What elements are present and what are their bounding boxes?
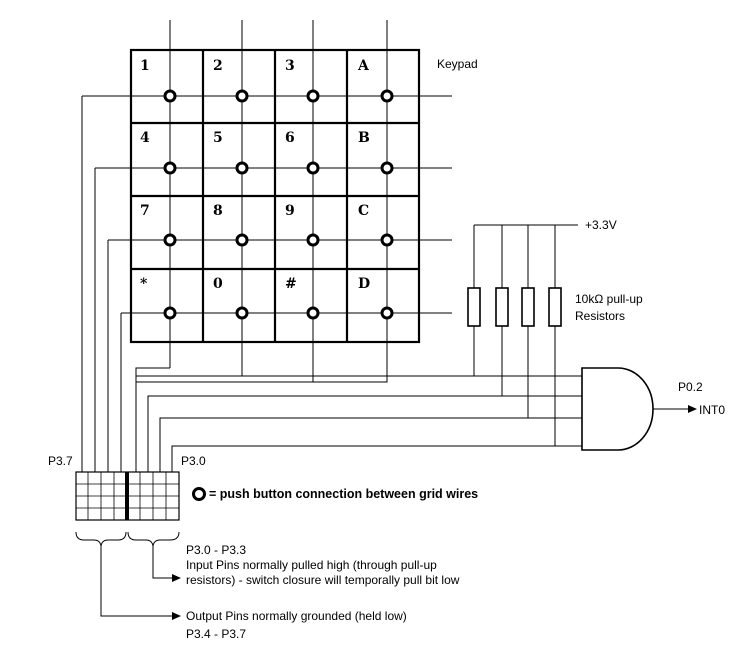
push-button-junction bbox=[306, 89, 320, 103]
key-labels: 1 2 3 A 4 5 6 B 7 8 9 C * 0 # D bbox=[140, 58, 370, 292]
arrow-right-icon bbox=[172, 574, 181, 582]
push-button-junction bbox=[163, 233, 177, 247]
resistor-label-line2: Resistors bbox=[575, 309, 625, 323]
input-pins-note-line1: Input Pins normally pulled high (through… bbox=[186, 558, 437, 572]
push-button-junction bbox=[306, 306, 320, 320]
push-button-junction bbox=[306, 161, 320, 175]
push-button-junction bbox=[235, 233, 249, 247]
resistor-label-line1: 10kΩ pull-up bbox=[575, 292, 643, 306]
output-pins-range: P3.4 - P3.7 bbox=[186, 627, 246, 641]
pull-up-network bbox=[467, 224, 578, 446]
push-button-junction bbox=[235, 89, 249, 103]
key-label: * bbox=[140, 276, 148, 292]
key-label: D bbox=[358, 276, 370, 292]
key-label: 6 bbox=[285, 130, 295, 146]
push-button-junction bbox=[163, 306, 177, 320]
push-button-junction bbox=[306, 233, 320, 247]
input-pins-note-line2: resistors) - switch closure will tempora… bbox=[186, 573, 460, 587]
annotation-arrows bbox=[100, 546, 174, 617]
gate-output-pin: P0.2 bbox=[678, 380, 703, 394]
key-label: 4 bbox=[140, 130, 150, 146]
arrow-right-icon bbox=[172, 612, 181, 620]
output-pins-note: Output Pins normally grounded (held low) bbox=[186, 609, 407, 623]
legend-text: = push button connection between grid wi… bbox=[209, 487, 478, 501]
keypad-title: Keypad bbox=[437, 57, 478, 71]
row-wires bbox=[82, 95, 452, 314]
key-label: 7 bbox=[140, 203, 150, 219]
push-button-junction bbox=[380, 161, 394, 175]
pull-up-resistor bbox=[495, 287, 509, 327]
port-register bbox=[75, 471, 180, 521]
push-button-junction bbox=[163, 89, 177, 103]
key-label: C bbox=[358, 203, 369, 219]
key-label: 5 bbox=[213, 130, 223, 146]
keypad-grid bbox=[129, 48, 421, 344]
push-buttons bbox=[163, 89, 394, 320]
push-button-legend-icon bbox=[192, 487, 206, 501]
push-button-junction bbox=[380, 89, 394, 103]
supply-label: +3.3V bbox=[585, 218, 617, 232]
push-button-junction bbox=[380, 306, 394, 320]
key-label: B bbox=[358, 130, 370, 146]
key-label: 0 bbox=[213, 276, 223, 292]
port-pin-right: P3.0 bbox=[181, 454, 206, 468]
key-label: 8 bbox=[213, 203, 223, 219]
push-button-junction bbox=[163, 161, 177, 175]
pull-up-resistor bbox=[521, 287, 535, 327]
key-label: 2 bbox=[213, 58, 223, 74]
push-button-junction bbox=[380, 233, 394, 247]
gate-output-label: INT0 bbox=[699, 403, 725, 417]
push-button-junction bbox=[235, 161, 249, 175]
key-label: 1 bbox=[140, 58, 150, 74]
key-label: # bbox=[285, 276, 297, 292]
pull-up-resistor bbox=[548, 287, 562, 327]
key-label: 9 bbox=[285, 203, 295, 219]
output-pin-wires bbox=[81, 96, 122, 472]
key-label: 3 bbox=[285, 58, 295, 74]
pin-group-braces bbox=[75, 531, 180, 547]
input-pins-range: P3.0 - P3.3 bbox=[186, 543, 246, 557]
push-button-junction bbox=[235, 306, 249, 320]
port-pin-left: P3.7 bbox=[48, 454, 73, 468]
key-label: A bbox=[357, 58, 370, 74]
and-gate bbox=[581, 367, 654, 451]
arrow-right-icon bbox=[688, 405, 697, 413]
pull-up-resistor bbox=[467, 287, 481, 327]
input-pin-wires bbox=[135, 367, 582, 472]
